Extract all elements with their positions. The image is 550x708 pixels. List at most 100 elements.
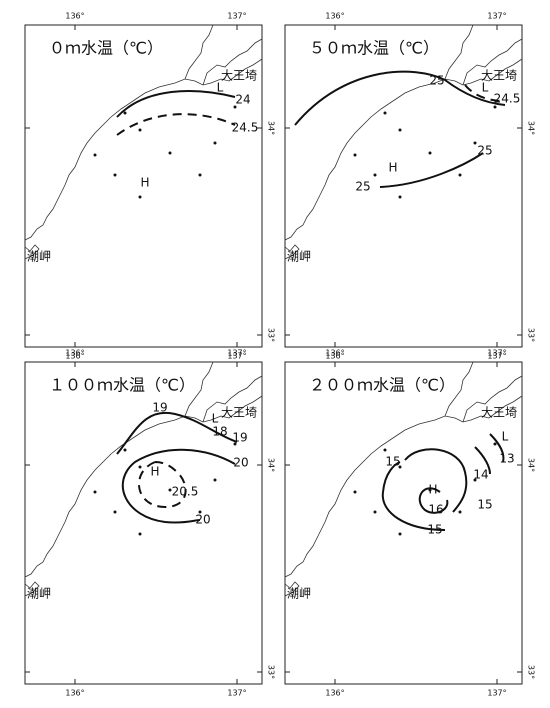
panel-frame [24, 361, 263, 685]
coastline [184, 24, 214, 80]
station-dot [168, 151, 172, 155]
pressure-marker: L [502, 430, 509, 444]
coastline [202, 375, 263, 423]
coastline [24, 58, 263, 241]
panel-frame [284, 24, 523, 348]
isotherm [418, 487, 449, 514]
station-dot [213, 141, 217, 145]
panel-title: １００ｍ水温（℃） [49, 376, 195, 395]
coastline [24, 244, 40, 260]
place-label: 潮岬 [27, 586, 51, 601]
panel-title: ５０ｍ水温（℃） [309, 39, 439, 58]
isotherm [116, 113, 236, 136]
station-dot [353, 490, 357, 494]
station-dot [383, 111, 387, 115]
place-label: 潮岬 [287, 249, 311, 264]
contour-label: 24.5 [232, 121, 259, 135]
lat-tick-label: 33° [527, 328, 536, 342]
coastline [24, 581, 40, 597]
station-dot [458, 173, 462, 177]
lat-tick-label: 34° [267, 121, 276, 135]
station-dot [383, 448, 387, 452]
contour-label: 20.5 [172, 485, 199, 499]
coastline [24, 395, 263, 578]
station-dot [398, 465, 402, 469]
pressure-marker: L [217, 81, 224, 95]
isotherm [464, 84, 506, 102]
place-label: 大王埼 [221, 406, 257, 420]
station-dot [198, 173, 202, 177]
lat-tick-label: 34° [267, 458, 276, 472]
contour-label: 25 [429, 74, 444, 88]
panel-frame [24, 24, 263, 348]
coastline [284, 244, 300, 260]
station-dot [493, 442, 497, 446]
isotherm [379, 152, 484, 188]
pressure-marker: H [388, 161, 397, 175]
coastline [462, 375, 523, 423]
contour-label: 24.5 [494, 92, 521, 106]
contour-label: 20 [233, 456, 248, 470]
station-dot [398, 532, 402, 536]
panel-frame [284, 361, 523, 685]
station-dot [458, 510, 462, 514]
station-dot [493, 105, 497, 109]
coastline [462, 38, 523, 86]
lat-tick-label: 33° [267, 328, 276, 342]
station-dot [233, 105, 237, 109]
lat-tick-label: 34° [527, 458, 536, 472]
lat-tick-label: 34° [527, 121, 536, 135]
coastline [444, 361, 474, 417]
station-dot [473, 478, 477, 482]
station-dot [198, 510, 202, 514]
station-dot [113, 173, 117, 177]
isotherm [294, 70, 506, 126]
contour-label: 20 [195, 513, 210, 527]
station-dot [93, 490, 97, 494]
station-dot [138, 465, 142, 469]
coastline [284, 58, 523, 241]
lon-tick-label: 137° [487, 689, 506, 698]
place-label: 大王埼 [481, 406, 517, 420]
station-dot [168, 488, 172, 492]
place-label: 大王埼 [481, 69, 517, 83]
lon-tick-label: 136° [325, 352, 344, 361]
lon-tick-label: 137° [227, 352, 246, 361]
pressure-marker: H [150, 465, 159, 479]
lon-tick-label: 137° [227, 349, 246, 358]
lon-tick-label: 136° [325, 349, 344, 358]
contour-label: 13 [499, 452, 514, 466]
station-dot [213, 478, 217, 482]
station-dot [113, 510, 117, 514]
lon-tick-label: 136° [325, 689, 344, 698]
lon-tick-label: 137° [227, 689, 246, 698]
station-dot [398, 195, 402, 199]
coastline [444, 24, 474, 80]
contour-label: 18 [212, 425, 227, 439]
lon-tick-label: 136° [65, 349, 84, 358]
pressure-marker: L [482, 81, 489, 95]
isotherm [489, 433, 505, 463]
place-label: 潮岬 [27, 249, 51, 264]
station-dot [353, 153, 357, 157]
isotherm [116, 90, 236, 118]
coastline [284, 581, 300, 597]
panel-title: ０ｍ水温（℃） [49, 39, 163, 58]
contour-label: 19 [152, 401, 167, 415]
contour-label: 19 [232, 431, 247, 445]
lon-tick-label: 137° [487, 352, 506, 361]
contour-label: 15 [427, 523, 442, 537]
contour-label: 15 [477, 498, 492, 512]
station-dot [428, 151, 432, 155]
lon-tick-label: 137° [227, 12, 246, 21]
station-dot [138, 532, 142, 536]
isotherm [474, 446, 491, 475]
contour-label: 25 [355, 180, 370, 194]
lon-tick-label: 136° [65, 689, 84, 698]
lon-tick-label: 136° [65, 352, 84, 361]
panel-title: ２００ｍ水温（℃） [309, 376, 455, 395]
lat-tick-label: 33° [267, 665, 276, 679]
